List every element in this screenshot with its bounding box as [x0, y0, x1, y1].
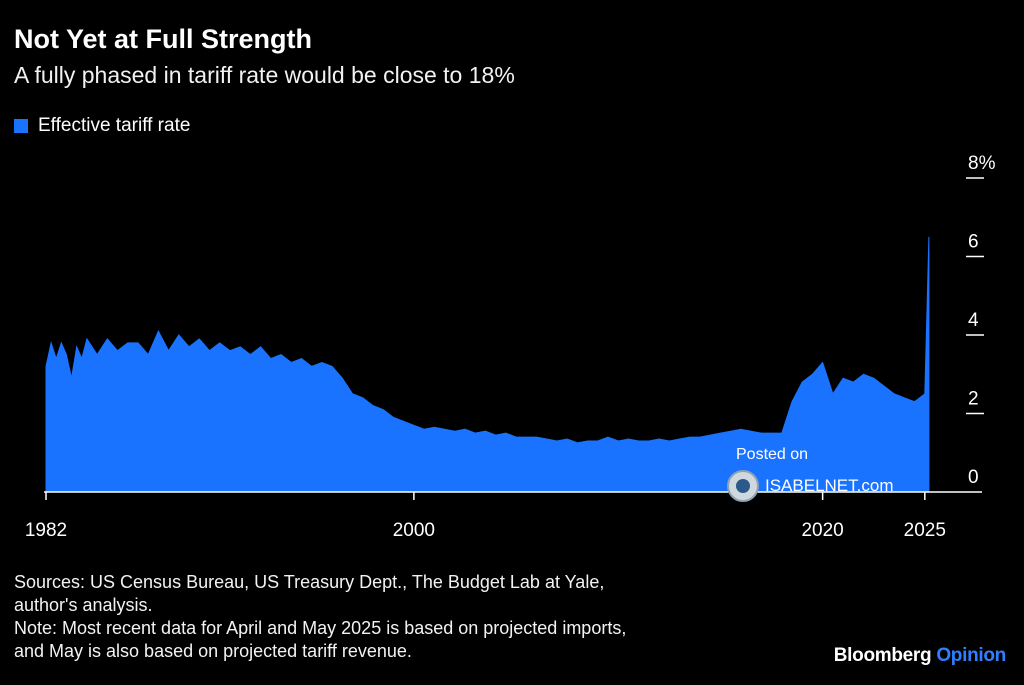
y-tick-label-0: 0: [968, 467, 979, 488]
x-tick-label-0: 1982: [25, 520, 67, 541]
brand-name: Bloomberg: [833, 645, 932, 666]
note-line-1: Note: Most recent data for April and May…: [14, 618, 627, 638]
sources-line-2: author's analysis.: [14, 595, 153, 615]
note-line-2: and May is also based on projected tarif…: [14, 641, 412, 661]
brand-section: Opinion: [936, 645, 1006, 666]
legend-label: Effective tariff rate: [38, 115, 191, 136]
isabelnet-logo-icon: [727, 470, 759, 502]
series-area-0: [45, 236, 930, 493]
watermark-row: ISABELNET.com: [727, 470, 894, 502]
x-tick-label-2: 2020: [801, 520, 843, 541]
chart-area: 1982 2000 2020 2025 0 2 4 6 8%: [25, 153, 996, 541]
x-tick-label-1: 2000: [393, 520, 435, 541]
legend: Effective tariff rate: [14, 115, 190, 137]
watermark-site: ISABELNET.com: [765, 476, 894, 495]
y-tick-label-2: 4: [968, 310, 979, 331]
footer: Sources: US Census Bureau, US Treasury D…: [14, 571, 626, 663]
sources-line-1: Sources: US Census Bureau, US Treasury D…: [14, 572, 605, 592]
watermark-posted-on: Posted on: [736, 446, 809, 463]
x-tick-label-3: 2025: [904, 520, 946, 541]
y-tick-label-4: 8%: [968, 153, 996, 174]
y-tick-label-3: 6: [968, 232, 979, 253]
brand-logo: Bloomberg Opinion: [833, 645, 1007, 667]
y-tick-label-1: 2: [968, 389, 979, 410]
chart-subtitle: A fully phased in tariff rate would be c…: [14, 62, 515, 88]
legend-swatch: [14, 119, 28, 133]
chart-title: Not Yet at Full Strength: [14, 24, 313, 54]
